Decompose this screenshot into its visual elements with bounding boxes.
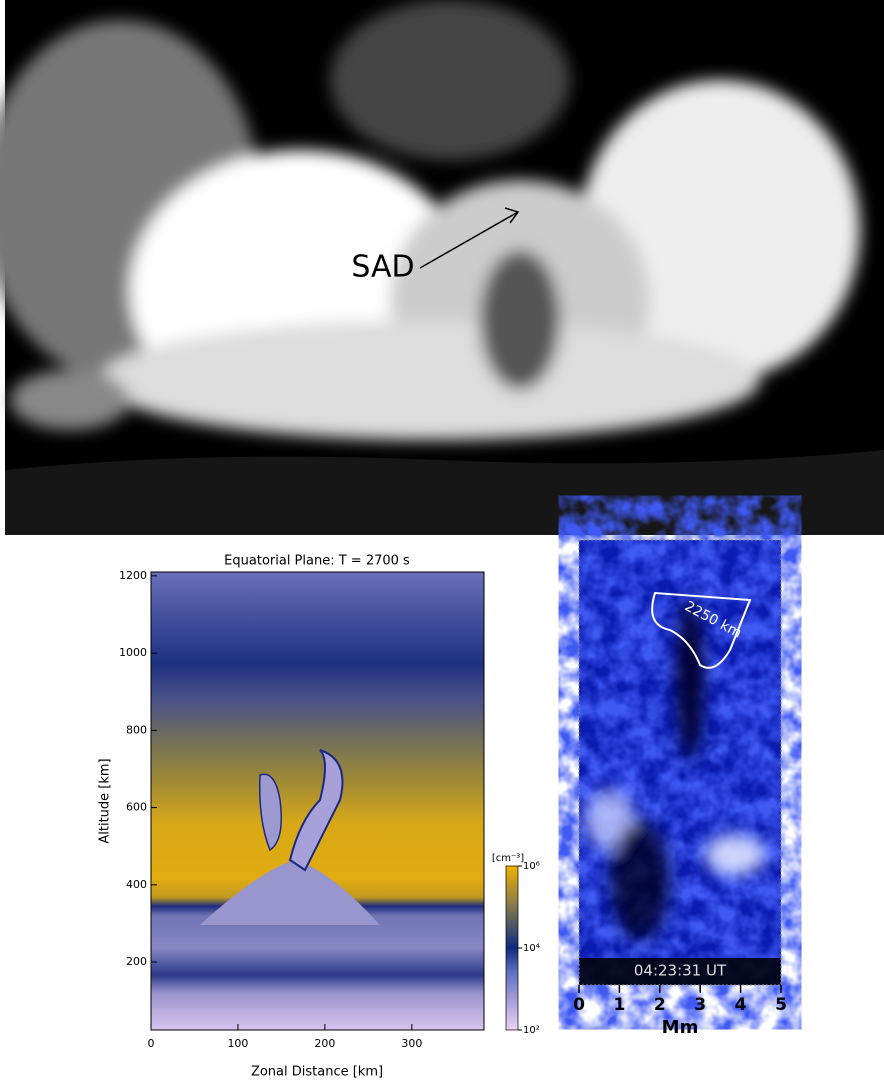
colorbar-tick-label: 10² xyxy=(523,1025,540,1036)
x-tick-label: 5 xyxy=(775,995,787,1015)
x-tick-label: 100 xyxy=(227,1037,248,1050)
colorbar-tick-label: 10⁶ xyxy=(523,861,540,872)
x-axis-label: Zonal Distance [km] xyxy=(251,1065,383,1080)
x-tick-label: 1 xyxy=(613,995,625,1015)
plot-title: Equatorial Plane: T = 2700 s xyxy=(224,554,410,569)
colorbar-unit: [cm⁻³] xyxy=(492,853,524,864)
y-axis-label: Altitude [km] xyxy=(98,758,113,843)
x-tick-label: 2 xyxy=(654,995,666,1015)
simulation-plot: Equatorial Plane: T = 2700 s Altitude [k… xyxy=(98,554,540,1080)
y-tick-label: 400 xyxy=(126,878,147,891)
y-tick-label: 1000 xyxy=(119,646,147,659)
x-tick-label: 0 xyxy=(148,1037,155,1050)
y-tick-label: 800 xyxy=(126,723,147,736)
x-tick-label: 200 xyxy=(314,1037,335,1050)
timestamp: 04:23:31 UT xyxy=(634,962,727,980)
colorbar xyxy=(506,866,518,1030)
y-tick-label: 1200 xyxy=(119,569,147,582)
feature-label: SAD xyxy=(351,250,414,285)
y-tick-label: 200 xyxy=(126,955,147,968)
x-tick-label: 300 xyxy=(401,1037,422,1050)
figure: SAD Equatorial Plane: T = 2700 s Altitud… xyxy=(0,0,884,1081)
density-map xyxy=(151,572,484,1030)
x-tick-label: 4 xyxy=(735,995,747,1015)
x-axis-label: Mm xyxy=(662,1017,699,1038)
colorbar-tick-label: 10⁴ xyxy=(523,943,540,954)
x-tick-label: 0 xyxy=(573,995,585,1015)
y-tick-label: 600 xyxy=(126,801,147,814)
x-tick-label: 3 xyxy=(694,995,706,1015)
coronal-image: SAD xyxy=(0,0,884,535)
